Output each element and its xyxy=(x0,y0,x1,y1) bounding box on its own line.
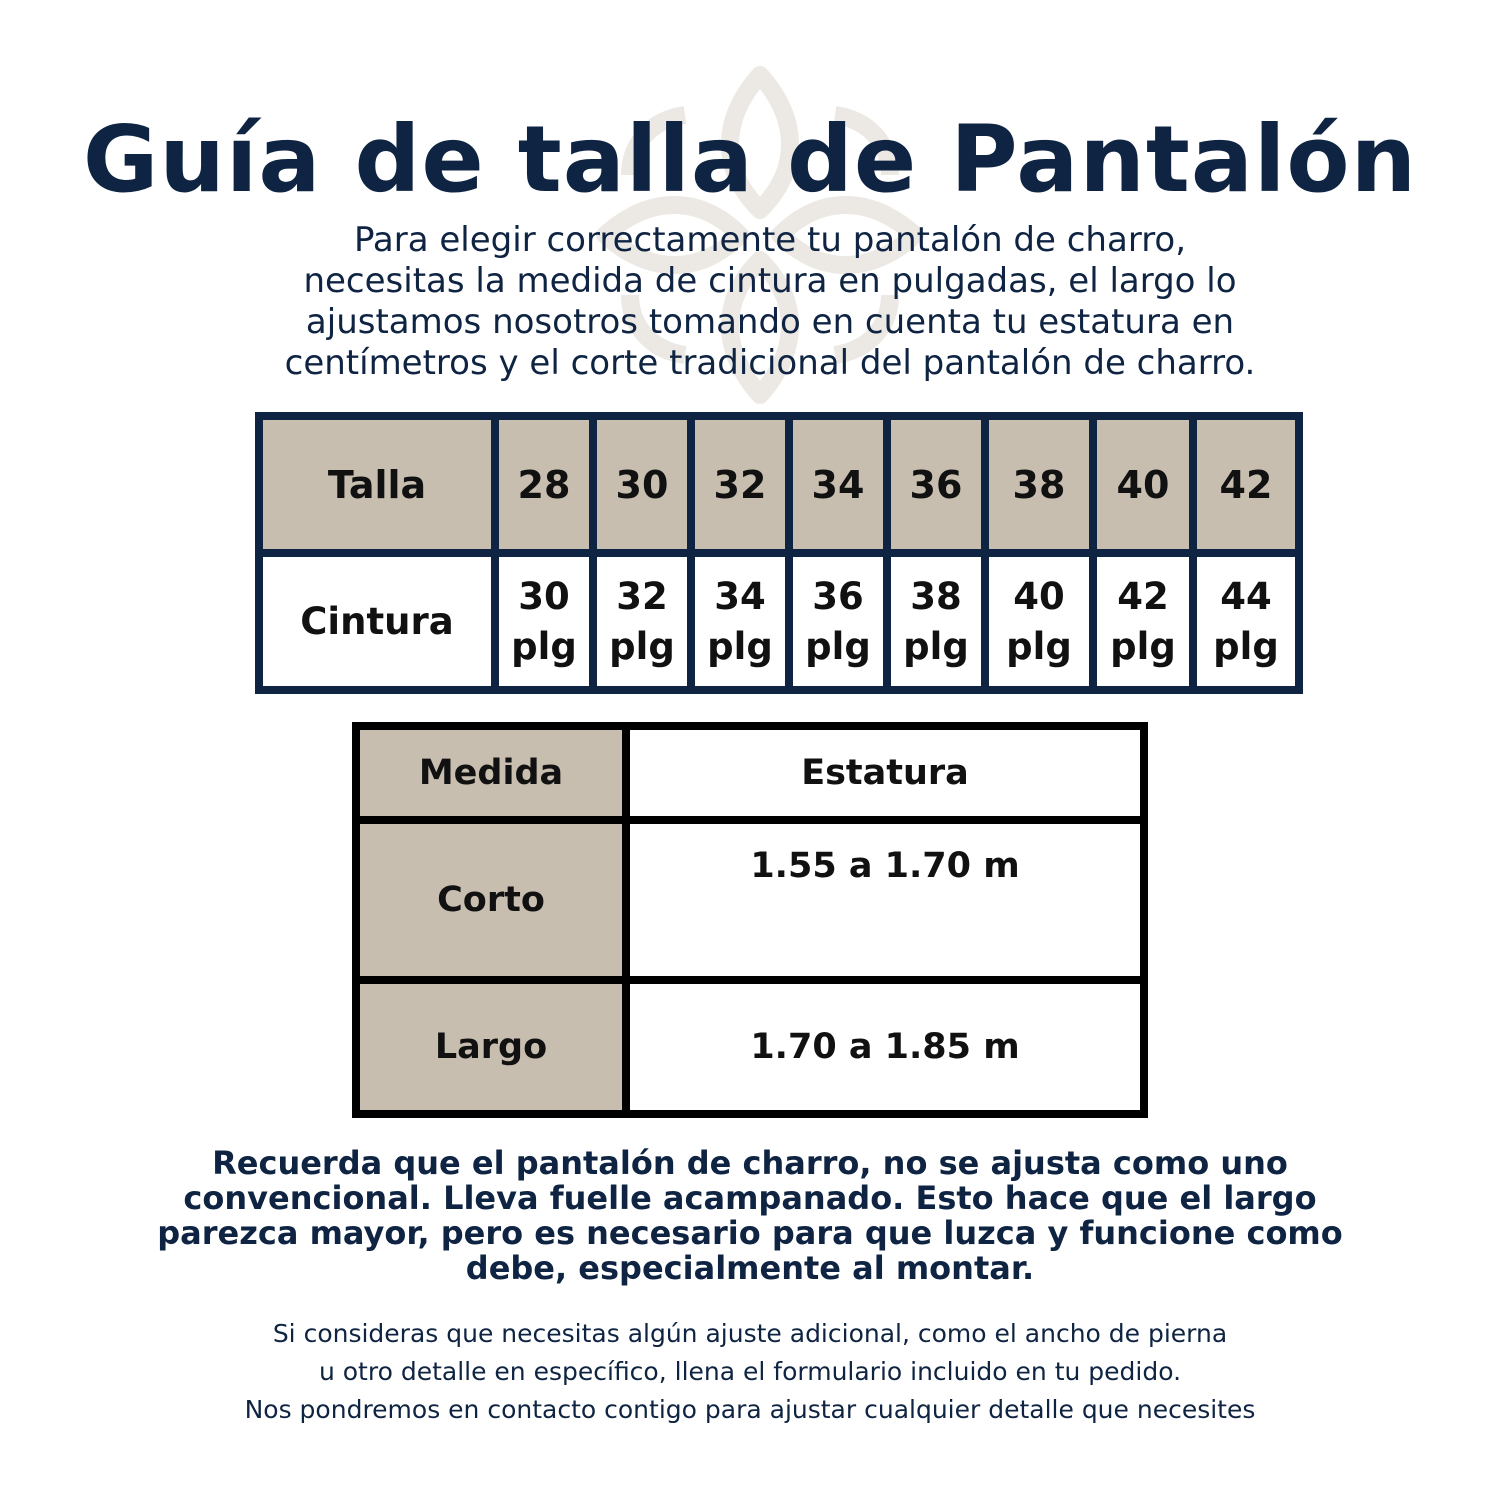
notice-line: Recuerda que el pantalón de charro, no s… xyxy=(212,1144,1288,1182)
footer-note: Si consideras que necesitas algún ajuste… xyxy=(120,1315,1380,1429)
size-cell: 32 xyxy=(687,412,793,557)
waist-value: 30 xyxy=(518,574,570,618)
waist-value: 34 xyxy=(714,574,766,618)
footer-line: u otro detalle en específico, llena el f… xyxy=(318,1357,1182,1386)
medida-cell: Corto xyxy=(352,816,630,984)
height-header-row: Medida Estatura xyxy=(352,722,1148,824)
size-cell: 34 xyxy=(785,412,891,557)
fit-notice: Recuerda que el pantalón de charro, no s… xyxy=(120,1146,1380,1286)
footer-line: Si consideras que necesitas algún ajuste… xyxy=(272,1319,1228,1348)
waist-value: 36 xyxy=(812,574,864,618)
intro-text: Para elegir correctamente tu pantalón de… xyxy=(150,220,1390,384)
size-cell: 30 xyxy=(589,412,695,557)
height-row: Largo 1.70 a 1.85 m xyxy=(352,976,1148,1118)
estatura-header: Estatura xyxy=(622,722,1148,824)
waist-unit: plg xyxy=(1006,624,1072,668)
waist-value: 40 xyxy=(1013,574,1065,618)
height-row: Corto 1.55 a 1.70 m xyxy=(352,816,1148,984)
waist-unit: plg xyxy=(1213,624,1279,668)
waist-cell: 42 plg xyxy=(1089,549,1197,694)
size-label: Talla xyxy=(255,412,499,557)
size-table: Talla 28 30 32 34 36 38 40 42 Cintura 30… xyxy=(255,412,1303,694)
estatura-cell: 1.70 a 1.85 m xyxy=(622,976,1148,1118)
size-cell: 40 xyxy=(1089,412,1197,557)
medida-cell: Largo xyxy=(352,976,630,1118)
waist-cell: 32 plg xyxy=(589,549,695,694)
waist-unit: plg xyxy=(805,624,871,668)
waist-value: 44 xyxy=(1220,574,1272,618)
notice-line: convencional. Lleva fuelle acampanado. E… xyxy=(183,1179,1317,1217)
size-row: Talla 28 30 32 34 36 38 40 42 xyxy=(255,412,1303,557)
size-cell: 28 xyxy=(491,412,597,557)
estatura-cell: 1.55 a 1.70 m xyxy=(622,816,1148,984)
waist-unit: plg xyxy=(707,624,773,668)
waist-value: 38 xyxy=(910,574,962,618)
waist-cell: 34 plg xyxy=(687,549,793,694)
intro-line: centímetros y el corte tradicional del p… xyxy=(284,343,1256,383)
waist-value: 32 xyxy=(616,574,668,618)
size-cell: 38 xyxy=(981,412,1097,557)
waist-cell: 36 plg xyxy=(785,549,891,694)
waist-unit: plg xyxy=(609,624,675,668)
waist-value: 42 xyxy=(1117,574,1169,618)
footer-line: Nos pondremos en contacto contigo para a… xyxy=(244,1395,1256,1424)
intro-line: ajustamos nosotros tomando en cuenta tu … xyxy=(305,302,1235,342)
waist-unit: plg xyxy=(903,624,969,668)
waist-cell: 44 plg xyxy=(1189,549,1303,694)
notice-line: parezca mayor, pero es necesario para qu… xyxy=(157,1214,1343,1252)
waist-unit: plg xyxy=(1110,624,1176,668)
waist-row: Cintura 30 plg 32 plg 34 plg 36 plg 38 plg 40… xyxy=(255,549,1303,694)
notice-line: debe, especialmente al montar. xyxy=(465,1249,1035,1287)
size-cell: 36 xyxy=(883,412,989,557)
height-table: Medida Estatura Corto 1.55 a 1.70 m Larg… xyxy=(352,722,1148,1118)
page-title: Guía de talla de Pantalón xyxy=(82,106,1418,213)
intro-line: Para elegir correctamente tu pantalón de… xyxy=(353,220,1187,260)
medida-header: Medida xyxy=(352,722,630,824)
waist-label: Cintura xyxy=(255,549,499,694)
waist-cell: 38 plg xyxy=(883,549,989,694)
waist-unit: plg xyxy=(511,624,577,668)
waist-cell: 30 plg xyxy=(491,549,597,694)
intro-line: necesitas la medida de cintura en pulgad… xyxy=(303,261,1237,301)
ornamental-knot-logo-icon xyxy=(596,66,924,404)
size-cell: 42 xyxy=(1189,412,1303,557)
waist-cell: 40 plg xyxy=(981,549,1097,694)
